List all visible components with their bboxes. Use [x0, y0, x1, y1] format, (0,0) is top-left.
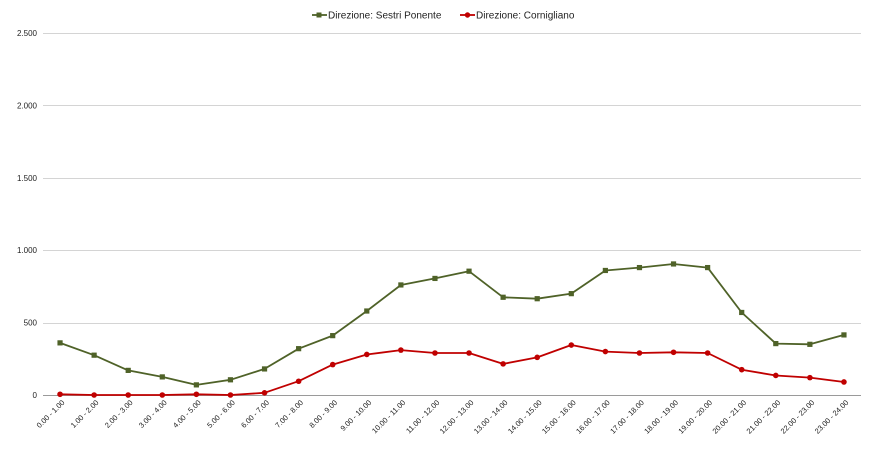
series-cornigliano	[57, 342, 847, 398]
x-tick-label: 18.00 - 19.00	[642, 398, 680, 436]
data-point	[841, 332, 847, 338]
x-tick-label: 10.00 - 11.00	[370, 398, 407, 435]
x-tick-label: 3.00 - 4.00	[137, 398, 169, 430]
data-point	[432, 275, 438, 282]
data-point	[57, 340, 63, 346]
data-point	[466, 350, 472, 356]
x-tick-label: 0.00 - 1.00	[35, 398, 67, 430]
x-tick-label: 7.00 - 8.00	[273, 398, 305, 430]
series-line	[59, 263, 845, 386]
legend: Direzione: Sestri Ponente Direzione: Cor…	[312, 11, 575, 22]
data-point	[705, 264, 711, 271]
data-point	[636, 350, 643, 356]
x-tick-label: 1.00 - 2.00	[69, 398, 101, 430]
data-point	[738, 366, 745, 373]
x-tick-label: 5.00 - 6.00	[205, 398, 237, 430]
y-tick-label: 1.000	[17, 246, 38, 255]
x-tick-label: 16.00 - 17.00	[574, 398, 612, 436]
data-point	[500, 294, 506, 300]
y-axis-ticks: 0 500 1.000 1.500 2.000 2.500	[17, 29, 38, 400]
data-point	[125, 367, 131, 373]
y-tick-label: 500	[24, 319, 38, 328]
data-point	[534, 354, 541, 361]
y-tick-label: 2.500	[17, 29, 38, 38]
x-tick-label: 19.00 - 20.00	[676, 398, 714, 436]
data-point	[670, 349, 677, 356]
x-tick-label: 13.00 - 14.00	[472, 398, 510, 436]
data-point	[568, 342, 575, 348]
data-point	[773, 340, 779, 347]
x-tick-label: 17.00 - 18.00	[608, 398, 646, 436]
y-tick-label: 1.500	[17, 174, 38, 183]
legend-marker-cornigliano	[464, 12, 471, 18]
data-point	[534, 296, 540, 302]
data-point	[330, 333, 336, 339]
data-point	[807, 341, 813, 347]
data-point	[159, 374, 165, 380]
data-point	[466, 268, 472, 274]
legend-label-cornigliano: Direzione: Cornigliano	[476, 11, 575, 22]
data-point	[398, 347, 404, 353]
x-tick-label: 2.00 - 3.00	[103, 398, 135, 430]
data-point	[363, 351, 370, 358]
data-point	[261, 390, 268, 396]
data-point	[636, 264, 643, 271]
data-point	[296, 346, 302, 352]
x-tick-label: 20.00 - 21.00	[711, 398, 749, 436]
x-tick-label: 22.00 - 23.00	[779, 398, 817, 436]
x-tick-label: 14.00 - 15.00	[506, 398, 544, 436]
data-point	[227, 392, 234, 398]
data-point	[193, 382, 199, 388]
data-point	[125, 392, 132, 398]
legend-label-sestri-ponente: Direzione: Sestri Ponente	[328, 11, 442, 22]
x-tick-label: 23.00 - 24.00	[813, 398, 851, 436]
x-tick-label: 4.00 - 5.00	[171, 398, 203, 430]
data-point	[364, 308, 370, 314]
data-point	[704, 350, 711, 356]
data-point	[159, 392, 166, 398]
data-point	[57, 391, 63, 398]
x-tick-label: 9.00 - 10.00	[339, 398, 374, 433]
y-tick-label: 0	[33, 391, 38, 400]
data-point	[91, 352, 97, 358]
series-sestri-ponente	[57, 261, 847, 388]
data-point	[568, 291, 574, 297]
data-point	[398, 282, 404, 288]
data-point	[807, 374, 813, 381]
y-tick-label: 2.000	[17, 101, 38, 110]
gridlines	[43, 33, 861, 396]
x-axis-ticks: 0.00 - 1.00 1.00 - 2.00 2.00 - 3.00 3.00 - …	[35, 398, 851, 436]
x-tick-label: 11.00 - 12.00	[404, 398, 441, 435]
x-tick-label: 21.00 - 22.00	[745, 398, 783, 436]
data-point	[91, 392, 97, 398]
series-group	[57, 261, 847, 398]
data-point	[772, 372, 779, 379]
data-point	[841, 379, 847, 385]
data-point	[602, 348, 609, 355]
data-point	[329, 361, 336, 368]
data-point	[227, 377, 234, 383]
x-tick-label: 6.00 - 7.00	[239, 398, 271, 430]
data-point	[193, 391, 200, 398]
data-point	[602, 267, 608, 274]
x-tick-label: 15.00 - 16.00	[540, 398, 578, 436]
x-tick-label: 12.00 - 13.00	[438, 398, 476, 436]
data-point	[432, 350, 438, 356]
x-tick-label: 8.00 - 9.00	[307, 398, 339, 430]
legend-marker-sestri-ponente	[316, 12, 322, 18]
data-point	[295, 378, 302, 385]
data-point	[261, 366, 268, 372]
data-point	[739, 309, 745, 316]
data-point	[670, 261, 677, 267]
data-point	[500, 361, 506, 367]
series-line	[59, 344, 845, 396]
